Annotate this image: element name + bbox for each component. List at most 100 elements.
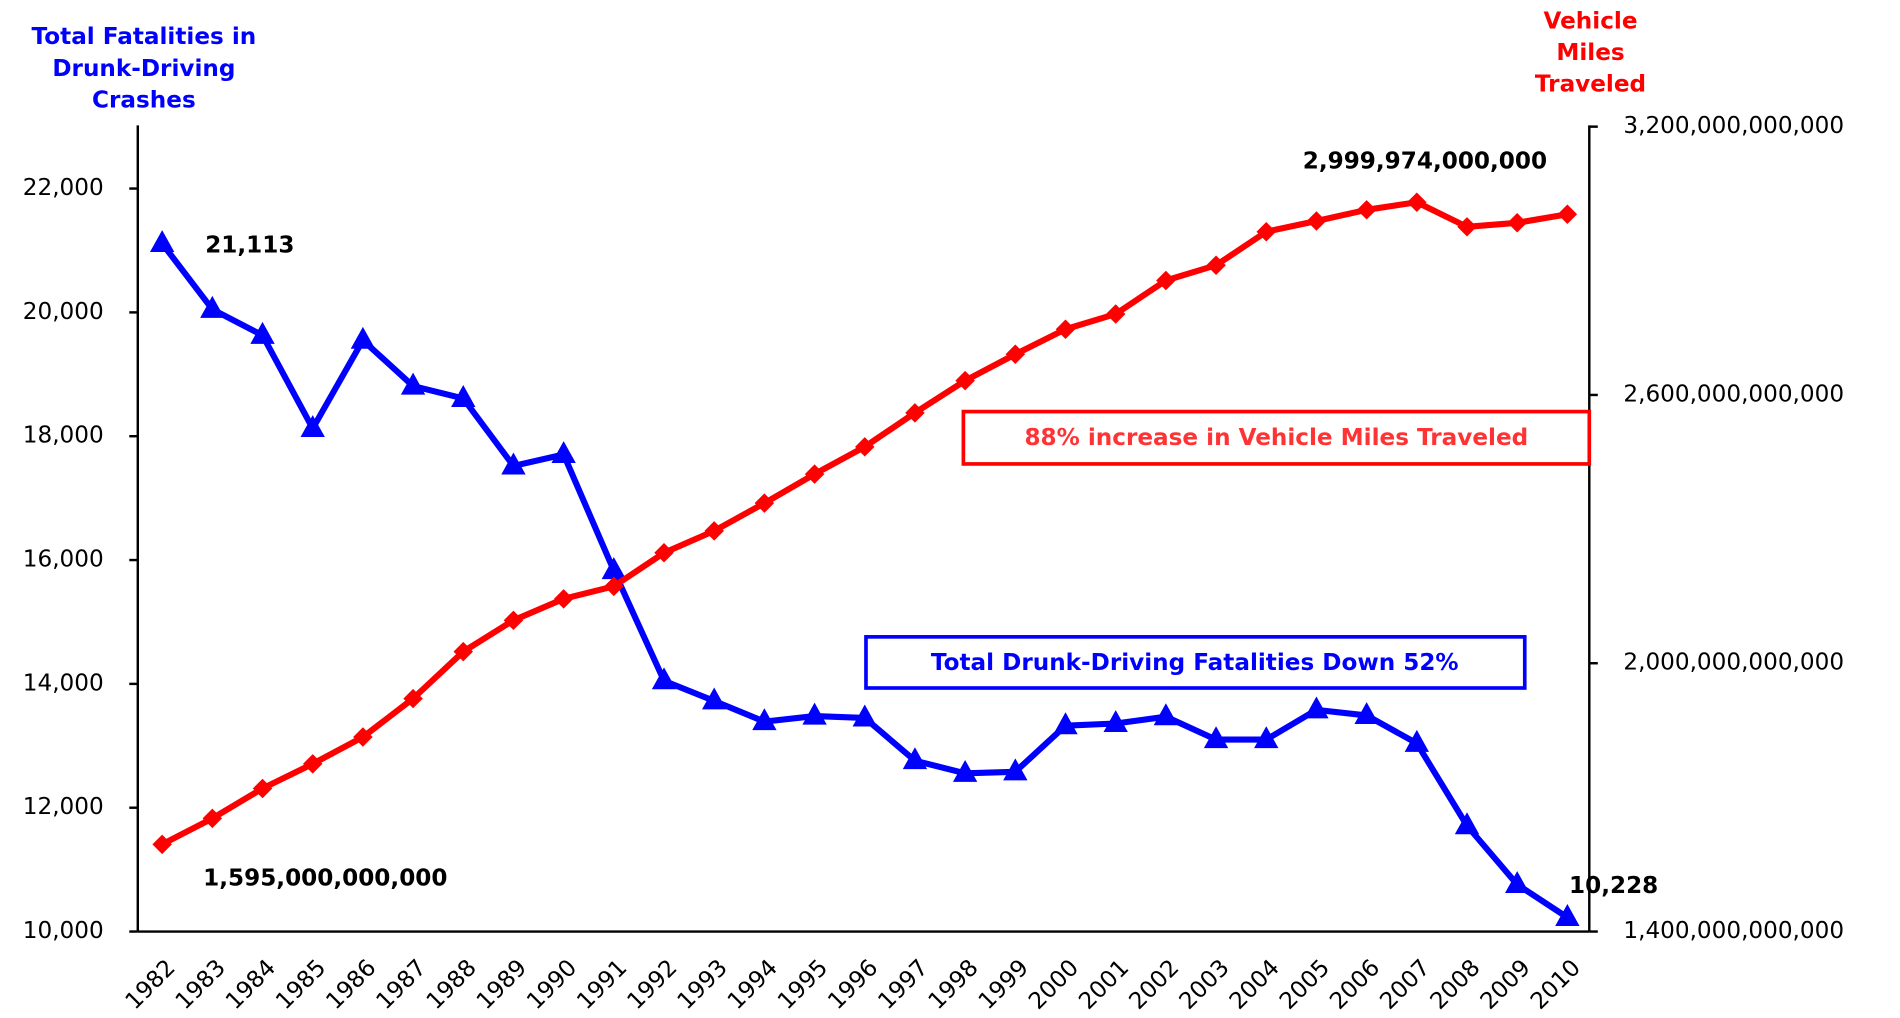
x-tick-label: 1998 <box>924 955 984 1015</box>
marker <box>702 687 727 710</box>
marker <box>451 385 476 407</box>
x-tick-label: 1996 <box>823 955 883 1015</box>
x-tick-label: 2000 <box>1024 955 1084 1015</box>
data-label: 1,595,000,000,000 <box>203 866 447 892</box>
marker <box>1356 200 1377 220</box>
marker <box>350 326 376 349</box>
x-tick-label: 2010 <box>1526 955 1586 1015</box>
marker <box>202 808 223 829</box>
x-tick-label: 1994 <box>723 955 783 1015</box>
marker <box>1053 712 1078 735</box>
y2-axis-title: Miles <box>1556 40 1624 66</box>
marker <box>802 702 827 725</box>
marker <box>302 754 323 774</box>
y-axis-title: Drunk-Driving <box>52 56 235 82</box>
x-tick-label: 2002 <box>1124 955 1184 1015</box>
x-tick-label: 1990 <box>522 955 582 1015</box>
marker <box>852 704 877 727</box>
y-axis-title: Crashes <box>92 88 196 114</box>
marker <box>1457 217 1477 237</box>
x-tick-label: 1997 <box>874 955 934 1015</box>
marker <box>250 321 275 344</box>
marker <box>1454 812 1480 835</box>
y-axis-title: Total Fatalities in <box>32 24 257 50</box>
x-tick-label: 1987 <box>372 955 432 1015</box>
marker <box>855 437 875 457</box>
marker <box>905 403 925 423</box>
marker <box>1156 270 1176 291</box>
x-tick-label: 1982 <box>121 955 181 1015</box>
marker <box>1005 344 1026 364</box>
marker <box>952 759 978 782</box>
x-tick-label: 2008 <box>1426 955 1486 1015</box>
marker <box>551 441 576 464</box>
marker <box>651 667 677 690</box>
marker <box>955 370 975 391</box>
x-tick-label: 1999 <box>974 955 1034 1015</box>
marker <box>1354 702 1379 724</box>
marker <box>1003 758 1028 781</box>
y2-tick-label: 2,600,000,000,000 <box>1623 381 1844 407</box>
x-tick-label: 1986 <box>321 955 381 1015</box>
x-tick-label: 1995 <box>773 955 833 1015</box>
y-tick-label: 12,000 <box>23 794 104 820</box>
y2-axis-title: Traveled <box>1535 72 1646 98</box>
x-tick-label: 2003 <box>1175 955 1235 1015</box>
data-label: 10,228 <box>1569 873 1658 899</box>
y-tick-label: 16,000 <box>23 547 104 573</box>
marker <box>902 747 928 770</box>
x-tick-label: 2006 <box>1325 955 1385 1015</box>
y2-tick-label: 2,000,000,000,000 <box>1623 650 1844 676</box>
marker <box>252 778 273 799</box>
data-label: 21,113 <box>205 232 294 258</box>
marker <box>752 708 777 731</box>
y2-tick-label: 1,400,000,000,000 <box>1623 918 1844 944</box>
x-tick-label: 1985 <box>271 955 331 1015</box>
y2-tick-label: 3,200,000,000,000 <box>1623 113 1844 139</box>
x-tick-label: 1993 <box>673 955 733 1015</box>
marker <box>200 295 225 318</box>
marker <box>1055 319 1076 339</box>
marker <box>1404 729 1429 752</box>
marker <box>1555 904 1580 926</box>
x-tick-label: 2004 <box>1225 955 1285 1015</box>
annotation-box <box>961 409 1592 466</box>
marker <box>553 589 574 609</box>
marker <box>1304 696 1329 719</box>
y-tick-label: 22,000 <box>23 175 104 201</box>
series-line <box>159 241 1570 920</box>
marker <box>403 688 423 709</box>
marker <box>1206 255 1226 276</box>
x-tick-label: 2005 <box>1275 955 1335 1015</box>
y-tick-label: 20,000 <box>23 299 104 325</box>
x-tick-label: 2009 <box>1476 955 1536 1015</box>
y2-axis-title: Vehicle <box>1543 8 1637 34</box>
x-tick-label: 1988 <box>422 955 482 1015</box>
marker <box>501 452 526 475</box>
annotation: Total Drunk-Driving Fatalities Down 52% <box>931 650 1459 676</box>
marker <box>300 415 325 438</box>
marker <box>1105 304 1126 324</box>
annotation: 88% increase in Vehicle Miles Traveled <box>1024 425 1528 451</box>
marker <box>1507 213 1527 233</box>
x-tick-label: 1991 <box>572 955 632 1015</box>
annotation-box <box>864 635 1527 690</box>
marker <box>1407 192 1427 212</box>
x-tick-label: 1989 <box>472 955 532 1015</box>
marker <box>704 521 724 541</box>
x-tick-label: 1984 <box>221 955 281 1015</box>
x-tick-label: 2007 <box>1375 955 1435 1015</box>
marker <box>1103 710 1128 733</box>
annotation: 2,999,974,000,000 <box>1303 148 1547 174</box>
marker <box>149 230 175 252</box>
y-tick-label: 10,000 <box>23 918 104 944</box>
marker <box>1153 703 1179 726</box>
marker <box>400 372 426 395</box>
y-tick-label: 18,000 <box>23 423 104 449</box>
x-tick-label: 1992 <box>623 955 683 1015</box>
marker <box>1557 204 1578 225</box>
series-line <box>160 199 1568 848</box>
x-tick-label: 2001 <box>1074 955 1134 1015</box>
y-tick-label: 14,000 <box>23 670 104 696</box>
